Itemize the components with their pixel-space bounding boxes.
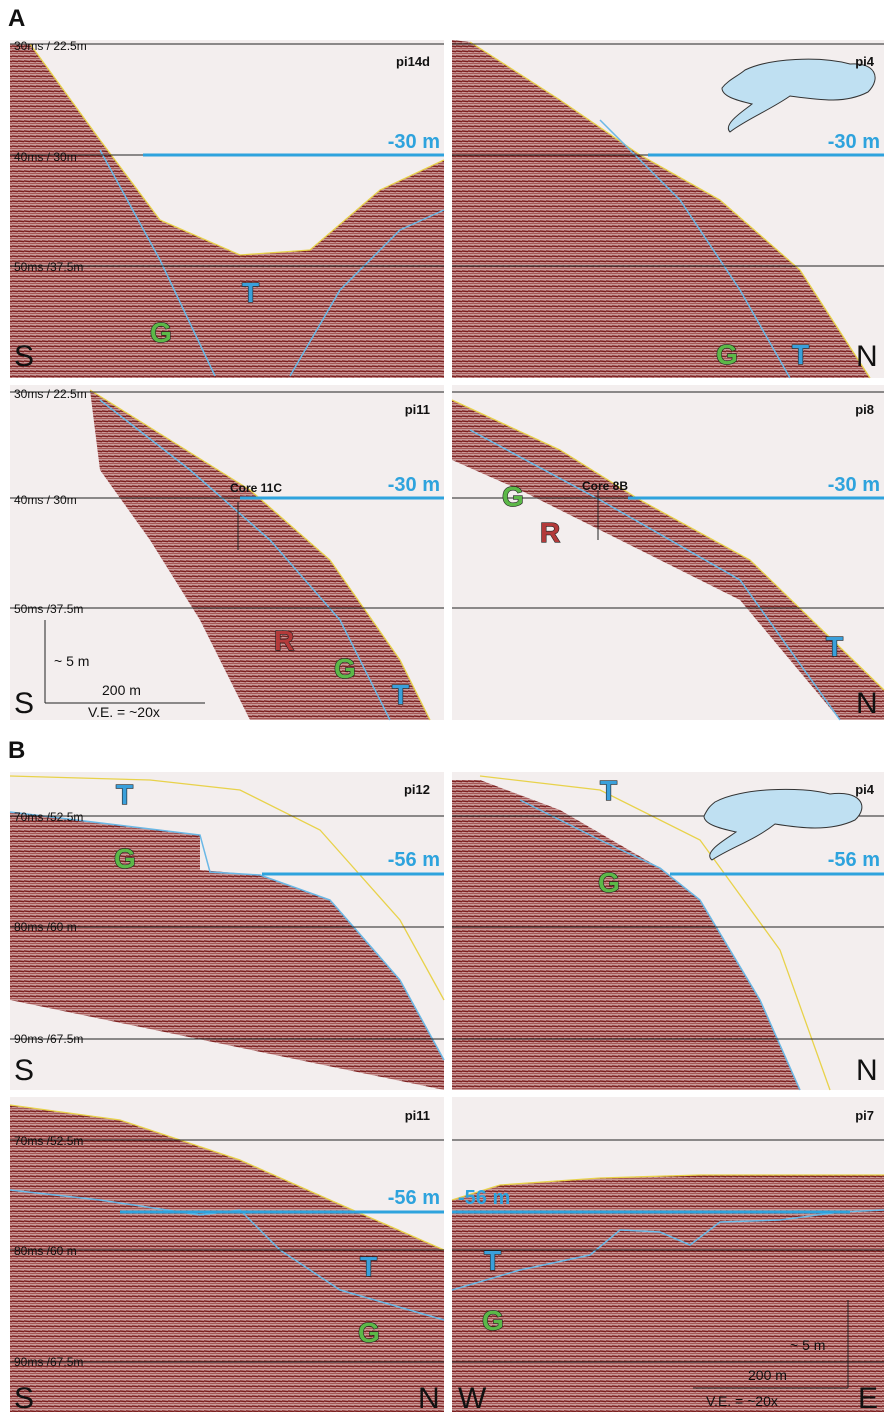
unit-label: T <box>484 1245 501 1276</box>
direction: N <box>418 1382 440 1415</box>
direction: W <box>458 1382 487 1415</box>
scale-horizontal: 200 m <box>748 1367 787 1383</box>
direction: S <box>14 687 34 720</box>
panel: 70ms /52.5m 80ms /60 m 90ms /67.5m pi11 … <box>10 1097 444 1415</box>
unit-label: G <box>150 317 172 348</box>
profile-label: pi4 <box>855 782 875 797</box>
profile-label: pi11 <box>405 402 430 417</box>
direction: S <box>14 340 34 373</box>
direction: N <box>856 1054 878 1087</box>
direction: N <box>856 687 878 720</box>
panel: 30ms / 22.5m 40ms / 30m 50ms /37.5m pi11… <box>10 385 444 720</box>
unit-label: T <box>392 679 409 710</box>
water-level: -56 m <box>828 849 880 871</box>
water-level: -30 m <box>828 474 880 496</box>
unit-label: G <box>716 339 738 370</box>
panel: pi7 -56 m T G W E ~ 5 m 200 m V.E. = ~20… <box>452 1097 884 1415</box>
unit-label: R <box>274 625 294 656</box>
scale-horizontal: 200 m <box>102 682 141 698</box>
unit-label: G <box>482 1305 504 1336</box>
unit-label: T <box>792 339 809 370</box>
profile-label: pi8 <box>855 402 874 417</box>
unit-label: T <box>116 779 133 810</box>
water-level: -56 m <box>388 1187 440 1209</box>
water-level: -30 m <box>828 131 880 153</box>
direction: S <box>14 1054 34 1087</box>
water-level: -56 m <box>458 1187 510 1209</box>
core-label: Core 8B <box>582 479 628 493</box>
profile-label: pi4 <box>855 54 875 69</box>
depth-label: 30ms / 22.5m <box>14 39 87 53</box>
depth-label: 70ms /52.5m <box>14 810 83 824</box>
depth-label: 80ms /60 m <box>14 1244 77 1258</box>
unit-label: R <box>540 517 560 548</box>
unit-label: G <box>502 481 524 512</box>
unit-label: G <box>114 843 136 874</box>
water-level: -56 m <box>388 849 440 871</box>
profile-label: pi14d <box>396 54 430 69</box>
scale-vertical: ~ 5 m <box>54 653 89 669</box>
section-label: A <box>8 5 25 32</box>
scale-exaggeration: V.E. = ~20x <box>706 1393 778 1409</box>
unit-label: G <box>598 867 620 898</box>
panel: 30ms / 22.5m 40ms / 30m 50ms /37.5m pi14… <box>10 39 444 378</box>
unit-label: G <box>334 653 356 684</box>
depth-label: 90ms /67.5m <box>14 1032 83 1046</box>
panel: 70ms /52.5m 80ms /60 m 90ms /67.5m pi12 … <box>10 772 444 1090</box>
panel: pi4 -30 m N G T <box>452 40 884 378</box>
unit-label: G <box>358 1317 380 1348</box>
unit-label: T <box>826 631 843 662</box>
depth-label: 90ms /67.5m <box>14 1355 83 1369</box>
direction: N <box>856 340 878 373</box>
unit-label: T <box>360 1251 377 1282</box>
figure: A 30ms / 22.5m 40ms / 30m 50ms /37.5m pi… <box>0 0 886 1415</box>
depth-label: 70ms /52.5m <box>14 1134 83 1148</box>
panel: pi4 -56 m T G N <box>452 772 884 1090</box>
direction: E <box>858 1382 878 1415</box>
core-label: Core 11C <box>230 481 282 495</box>
depth-label: 80ms /60 m <box>14 920 77 934</box>
profile-label: pi12 <box>404 782 430 797</box>
profile-label: pi11 <box>405 1108 430 1123</box>
unit-label: T <box>242 277 259 308</box>
depth-label: 50ms /37.5m <box>14 602 83 616</box>
depth-label: 50ms /37.5m <box>14 260 83 274</box>
profile-label: pi7 <box>855 1108 874 1123</box>
direction: S <box>14 1382 34 1415</box>
depth-label: 40ms / 30m <box>14 493 77 507</box>
water-level: -30 m <box>388 131 440 153</box>
water-level: -30 m <box>388 474 440 496</box>
depth-label: 30ms / 22.5m <box>14 387 87 401</box>
depth-label: 40ms / 30m <box>14 150 77 164</box>
panel: pi8 Core 8B -30 m G R T N <box>452 385 884 720</box>
section-label: B <box>8 737 25 764</box>
scale-exaggeration: V.E. = ~20x <box>88 704 160 720</box>
unit-label: T <box>600 775 617 806</box>
scale-vertical: ~ 5 m <box>790 1337 825 1353</box>
